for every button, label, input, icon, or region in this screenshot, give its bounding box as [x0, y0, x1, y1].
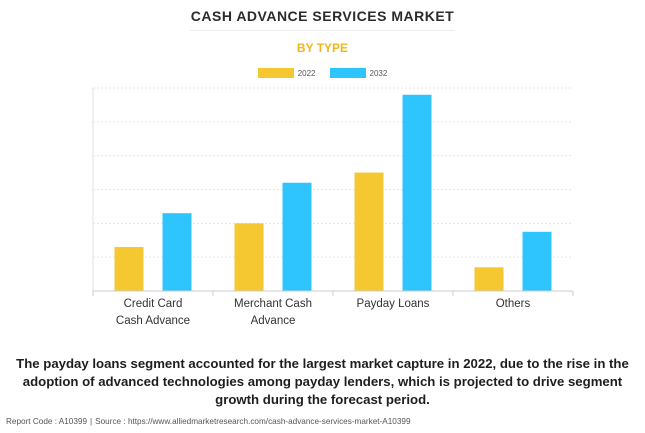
bar-2032-3	[522, 231, 552, 291]
x-tick-label: Others	[496, 298, 531, 310]
legend-label-2022: 2022	[297, 68, 316, 78]
x-tick-label: Credit Card	[124, 298, 183, 310]
chart-subtitle: BY TYPE	[296, 41, 349, 55]
x-tick-label: Cash Advance	[116, 315, 190, 327]
legend-label-2032: 2032	[369, 68, 388, 78]
title-divider	[190, 30, 455, 31]
chart-caption: The payday loans segment accounted for t…	[16, 356, 629, 407]
footer-separator: |	[90, 417, 93, 426]
legend-swatch-2022	[257, 68, 294, 78]
x-tick-label: Payday Loans	[357, 298, 430, 310]
footer: Report Code : A10399 | Source : https://ww…	[6, 417, 411, 426]
bar-2032-1	[282, 182, 312, 291]
bar-chart: Credit Card Cash Advance Merchant Cash Adva…	[92, 87, 574, 327]
bar-2022-0	[114, 247, 144, 291]
bar-2022-3	[474, 267, 504, 291]
bar-2032-2	[402, 94, 432, 292]
x-tick-label: Advance	[251, 315, 296, 327]
legend-item-2022[interactable]: 2022	[257, 68, 316, 78]
bar-2032-0	[162, 213, 192, 291]
chart-legend: 2022 2032	[0, 68, 645, 78]
source-link[interactable]: Source : https://www.alliedmarketresearc…	[95, 417, 411, 426]
legend-swatch-2032	[329, 68, 366, 78]
bar-2022-2	[354, 172, 384, 291]
bar-2022-1	[234, 223, 264, 291]
x-tick-label: Merchant Cash	[234, 298, 312, 310]
report-code: Report Code : A10399	[6, 417, 88, 426]
chart-title: CASH ADVANCE SERVICES MARKET	[190, 8, 455, 24]
legend-item-2032[interactable]: 2032	[329, 68, 388, 78]
